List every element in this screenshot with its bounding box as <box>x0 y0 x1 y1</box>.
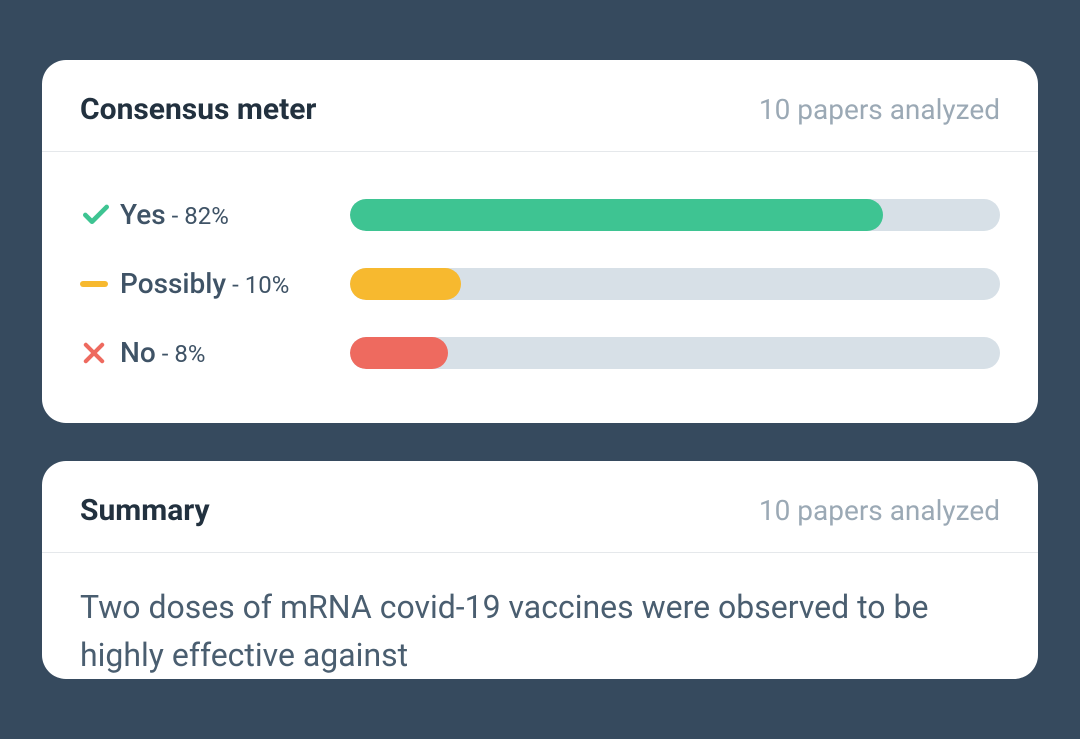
consensus-meter-card: Consensus meter 10 papers analyzed Yes -… <box>42 60 1038 423</box>
meter-bar-fill-yes <box>350 199 883 231</box>
meter-bar-track-yes <box>350 199 1000 231</box>
meter-percent-no: - 8% <box>162 340 206 368</box>
consensus-title: Consensus meter <box>80 92 316 127</box>
meter-bar-fill-no <box>350 337 448 369</box>
summary-body: Two doses of mRNA covid-19 vaccines were… <box>42 553 1038 679</box>
summary-title: Summary <box>80 493 210 528</box>
meter-row-no: No - 8% <box>80 318 1000 387</box>
meter-label-group-possibly: Possibly - 10% <box>120 267 350 300</box>
meter-label-group-yes: Yes - 82% <box>120 198 350 231</box>
consensus-header: Consensus meter 10 papers analyzed <box>42 60 1038 152</box>
meter-label-no: No <box>120 336 156 369</box>
meter-percent-yes: - 82% <box>172 202 229 230</box>
check-icon <box>80 199 120 231</box>
summary-subtitle: 10 papers analyzed <box>759 494 1000 527</box>
meter-label-possibly: Possibly <box>120 267 226 300</box>
meter-label-group-no: No - 8% <box>120 336 350 369</box>
summary-header: Summary 10 papers analyzed <box>42 461 1038 553</box>
meter-bar-track-possibly <box>350 268 1000 300</box>
meter-bar-track-no <box>350 337 1000 369</box>
meter-percent-possibly: - 10% <box>232 271 289 299</box>
dash-icon <box>80 281 120 287</box>
meter-row-possibly: Possibly - 10% <box>80 249 1000 318</box>
consensus-body: Yes - 82% Possibly - 10% <box>42 152 1038 423</box>
summary-text: Two doses of mRNA covid-19 vaccines were… <box>80 583 1000 679</box>
consensus-subtitle: 10 papers analyzed <box>759 93 1000 126</box>
x-icon <box>80 339 120 367</box>
meter-label-yes: Yes <box>120 198 166 231</box>
meter-bar-fill-possibly <box>350 268 461 300</box>
meter-row-yes: Yes - 82% <box>80 180 1000 249</box>
summary-card: Summary 10 papers analyzed Two doses of … <box>42 461 1038 679</box>
